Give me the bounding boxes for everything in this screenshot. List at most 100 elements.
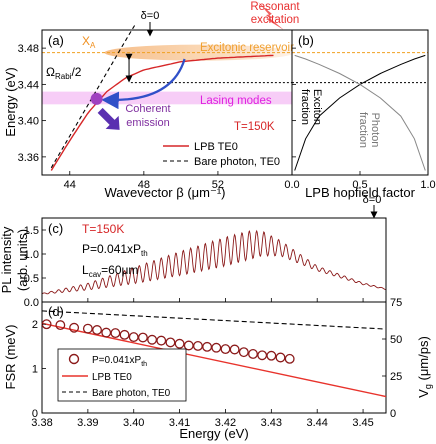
- panel-d-ylabel-right: Vg (μm/ps): [416, 336, 433, 398]
- panel-c-ytick-label: 1.5: [24, 225, 39, 237]
- legend-d-points: P=0.041xPth: [92, 355, 147, 368]
- fsr-data-point: [248, 348, 258, 359]
- coherent-label-2: emission: [126, 117, 169, 129]
- panel-a: 44 48 52 3.36 3.40 3.44 3.48 (a) XA δ=0 Excito…: [3, 1, 300, 200]
- cavity-label-c: Lcav=60μm: [82, 263, 138, 279]
- panel-d-xtick-label: 3.44: [306, 417, 327, 429]
- legend-a-photon: Bare photon, TE0: [194, 156, 280, 168]
- panel-a-label: (a): [48, 33, 64, 48]
- relaxation-arrow: [101, 58, 186, 110]
- panel-d-xtick-label: 3.41: [169, 417, 190, 429]
- fsr-data-point: [165, 337, 176, 348]
- panel-c-label: (c): [48, 221, 63, 236]
- panel-a-xtick-label: 48: [138, 179, 150, 191]
- detuning-label-a: δ=0: [141, 10, 160, 22]
- panel-d-xtick-label: 3.43: [261, 417, 282, 429]
- panel-c-ytick-label: 0.0: [24, 297, 39, 309]
- fsr-data-point: [174, 338, 185, 349]
- panel-a-ytick-label: 3.36: [18, 152, 39, 164]
- photon-fraction-label-1: Photon: [369, 113, 381, 148]
- panel-c: 0.00.51.01.5 (c) δ=0 T=150K P=0.041xPth …: [0, 194, 387, 309]
- photon-fraction-curve: [294, 54, 426, 171]
- panel-c-ytick-label: 0.5: [24, 273, 39, 285]
- panel-d-xtick-label: 3.40: [123, 417, 144, 429]
- panel-d-frame: [41, 301, 387, 414]
- panel-a-xtick-label: 44: [64, 179, 76, 191]
- reservoir-label: Excitonic reservoir: [200, 42, 294, 54]
- panel-b-xtick-label: 0.0: [284, 179, 299, 191]
- panel-d-xtick-label: 3.42: [215, 417, 236, 429]
- lpb-curve: [50, 54, 274, 171]
- fsr-data-point: [55, 320, 66, 331]
- temperature-label-c: T=150K: [82, 222, 124, 236]
- lasing-mode-dot: [90, 92, 103, 105]
- legend-d-photon: Bare photon, TE0: [92, 388, 171, 399]
- fsr-data-point: [202, 341, 213, 352]
- temperature-label-a: T=150K: [234, 121, 275, 133]
- pl-spectrum: [41, 229, 386, 295]
- fsr-data-point: [92, 325, 102, 335]
- fsr-data-point: [156, 335, 167, 346]
- exciton-fraction-label-2: fraction: [299, 89, 311, 125]
- panel-c-ytick-label: 1.0: [24, 249, 39, 261]
- panel-c-ylabel-1: PL intensity: [0, 226, 14, 293]
- coherent-label-1: Coherent: [125, 103, 170, 115]
- panel-d-xlabel: Energy (eV): [179, 426, 248, 441]
- panel-d-ytick-label: 0: [32, 408, 38, 420]
- fsr-data-point: [82, 323, 93, 334]
- panel-a-ytick-label: 3.40: [18, 116, 39, 128]
- detuning-label-c: δ=0: [363, 194, 382, 206]
- panel-d-ytick-label: 1: [32, 364, 38, 376]
- fsr-data-point: [192, 341, 203, 351]
- panel-d-ytick-right-label: 75: [390, 297, 402, 309]
- exciton-label: XA: [82, 34, 96, 50]
- panel-a-ylabel: Energy (eV): [3, 67, 18, 136]
- fsr-data-point: [110, 328, 121, 339]
- panel-b-xtick-label: 1.0: [420, 179, 435, 191]
- panel-d: 3.38 3.39 3.40 3.41 3.42 3.43 3.44 3.45 0 1 2 0 25 50…: [3, 297, 433, 441]
- fsr-data-point: [69, 322, 80, 333]
- panel-a-ticks: 44 48 52 3.36 3.40 3.44 3.48: [18, 43, 224, 191]
- panel-d-xtick-label: 3.39: [77, 417, 98, 429]
- fsr-data-point: [229, 344, 240, 355]
- fsr-data-point: [275, 352, 286, 363]
- panel-b-ticks: 0.0 0.5 1.0: [284, 47, 436, 191]
- panel-a-ytick-label: 3.44: [18, 79, 39, 91]
- panel-a-xlabel: Wavevector β (μm⁻¹): [104, 185, 225, 200]
- panel-d-label: (d): [48, 304, 64, 319]
- fsr-data-point: [119, 329, 130, 340]
- panel-b-label: (b): [298, 33, 314, 48]
- panel-d-ytick-right-label: 50: [390, 334, 402, 346]
- fsr-data-point: [137, 332, 148, 343]
- legend-d-lpb: LPB TE0: [92, 372, 132, 383]
- fsr-data-point: [284, 353, 295, 364]
- photon-fraction-label-2: fraction: [357, 112, 369, 148]
- panel-c-ticks: 0.0 0.5 1.0 1.5: [24, 225, 364, 309]
- panel-d-ytick-right-label: 0: [390, 408, 396, 420]
- panel-c-ylabel-2: (arb. units): [15, 229, 30, 291]
- fsr-data-point: [101, 327, 112, 338]
- panel-d-ticks: 3.38 3.39 3.40 3.41 3.42 3.43 3.44 3.45 0 1 2 0 25 50…: [31, 297, 402, 429]
- power-label-c: P=0.041xPth: [82, 242, 148, 258]
- panel-d-xtick-label: 3.45: [352, 417, 373, 429]
- fsr-data-point: [266, 350, 277, 361]
- panel-a-xtick-label: 52: [212, 179, 224, 191]
- bare-photon-fsr-line: [41, 310, 387, 330]
- fsr-data-point: [128, 332, 139, 343]
- panel-d-legend: P=0.041xPth LPB TE0 Bare photon, TE0: [57, 348, 187, 402]
- panel-a-ytick-label: 3.48: [18, 43, 39, 55]
- fsr-data-point: [183, 340, 194, 351]
- panel-b-xtick-label: 0.5: [352, 179, 367, 191]
- fsr-data-point: [147, 334, 158, 345]
- lpb-fsr-line: [41, 322, 387, 398]
- fsr-data-point: [257, 350, 268, 361]
- panel-d-ytick-right-label: 25: [390, 371, 402, 383]
- coherent-emission-arrow: [97, 107, 120, 130]
- panel-b-xlabel: LPB hopfield factor: [305, 185, 416, 200]
- fsr-data-point: [238, 347, 249, 358]
- panel-d-xtick-label: 3.38: [31, 417, 52, 429]
- resonant-excitation-bolt: [258, 2, 284, 30]
- panel-d-ytick-label: 2: [32, 319, 38, 331]
- panel-a-legend: LPB TE0 Bare photon, TE0: [163, 141, 280, 168]
- fsr-data-point: [220, 344, 231, 355]
